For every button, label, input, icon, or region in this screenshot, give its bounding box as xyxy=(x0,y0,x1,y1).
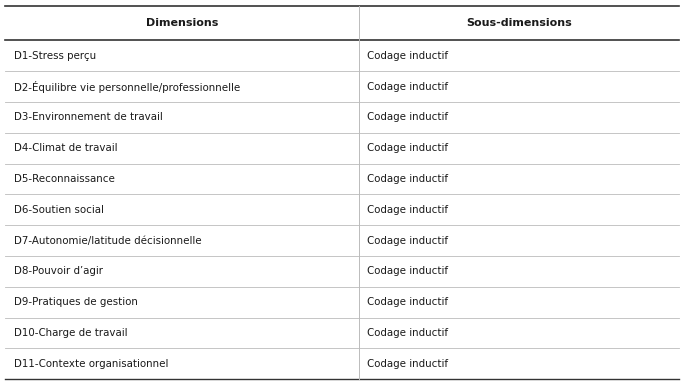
Text: D9-Pratiques de gestion: D9-Pratiques de gestion xyxy=(14,297,137,307)
Text: Codage inductif: Codage inductif xyxy=(367,143,448,153)
Text: Codage inductif: Codage inductif xyxy=(367,297,448,307)
Text: D10-Charge de travail: D10-Charge de travail xyxy=(14,328,127,338)
Text: Codage inductif: Codage inductif xyxy=(367,236,448,246)
Text: Dimensions: Dimensions xyxy=(146,18,218,28)
Text: D7-Autonomie/latitude décisionnelle: D7-Autonomie/latitude décisionnelle xyxy=(14,236,201,246)
Text: Sous-dimensions: Sous-dimensions xyxy=(466,18,572,28)
Text: D2-Équilibre vie personnelle/professionnelle: D2-Équilibre vie personnelle/professionn… xyxy=(14,80,240,93)
Text: D1-Stress perçu: D1-Stress perçu xyxy=(14,51,96,61)
Text: D11-Contexte organisationnel: D11-Contexte organisationnel xyxy=(14,359,168,369)
Text: Codage inductif: Codage inductif xyxy=(367,359,448,369)
Text: Codage inductif: Codage inductif xyxy=(367,174,448,184)
Text: D8-Pouvoir d’agir: D8-Pouvoir d’agir xyxy=(14,266,103,276)
Text: D5-Reconnaissance: D5-Reconnaissance xyxy=(14,174,114,184)
Text: Codage inductif: Codage inductif xyxy=(367,328,448,338)
Text: Codage inductif: Codage inductif xyxy=(367,205,448,215)
Text: Codage inductif: Codage inductif xyxy=(367,112,448,122)
Text: D6-Soutien social: D6-Soutien social xyxy=(14,205,103,215)
Text: Codage inductif: Codage inductif xyxy=(367,82,448,92)
Text: Codage inductif: Codage inductif xyxy=(367,266,448,276)
Text: D4-Climat de travail: D4-Climat de travail xyxy=(14,143,117,153)
Text: Codage inductif: Codage inductif xyxy=(367,51,448,61)
Text: D3-Environnement de travail: D3-Environnement de travail xyxy=(14,112,162,122)
